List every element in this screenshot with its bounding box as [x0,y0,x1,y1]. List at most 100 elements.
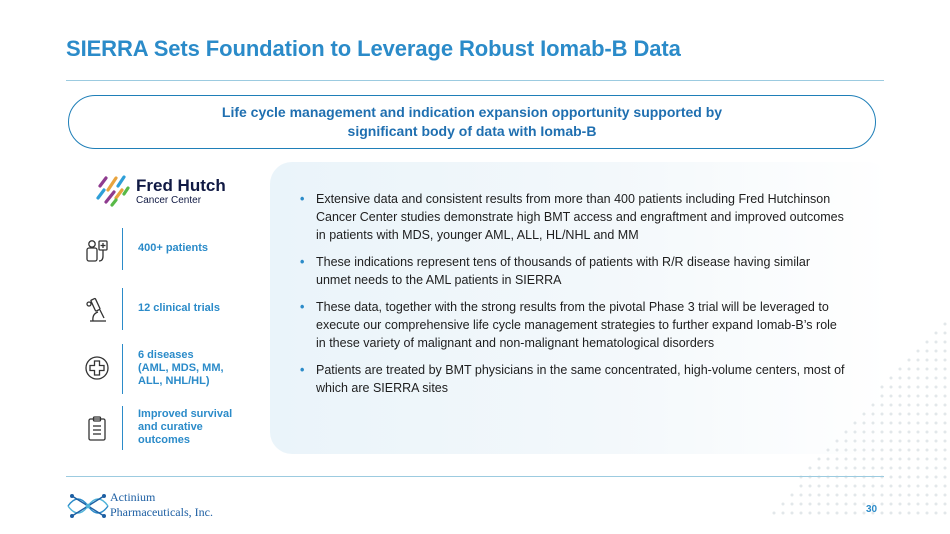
decorative-dot [808,502,812,506]
decorative-dot [925,421,929,425]
title-divider [66,80,884,81]
slide-title: SIERRA Sets Foundation to Leverage Robus… [66,36,681,61]
decorative-dot [934,367,938,371]
decorative-dot [853,466,857,470]
decorative-dot [925,457,929,461]
stat-outcomes: Improved survival and curative outcomes [84,406,264,450]
decorative-dot [853,439,857,443]
decorative-dot [934,484,938,488]
decorative-dot [916,376,920,380]
decorative-dot [916,385,920,389]
decorative-dot [916,349,920,353]
decorative-dot [862,484,866,488]
decorative-dot [925,430,929,434]
callout-text: Life cycle management and indication exp… [222,103,722,141]
bullet-item: Extensive data and consistent results fr… [298,190,848,244]
decorative-dot [862,448,866,452]
decorative-dot [871,466,875,470]
decorative-dot [925,484,929,488]
decorative-dot [880,421,884,425]
decorative-dot [925,448,929,452]
decorative-dot [880,412,884,416]
decorative-dot [898,376,902,380]
patients-icon [86,240,108,262]
decorative-dot [880,484,884,488]
decorative-dot [871,448,875,452]
decorative-dot [898,457,902,461]
decorative-dot [826,457,830,461]
fred-hutch-mark-icon [96,175,130,207]
decorative-dot [925,403,929,407]
decorative-dot [880,502,884,506]
decorative-dot [853,430,857,434]
decorative-dot [880,430,884,434]
decorative-dot [925,502,929,506]
decorative-dot [925,349,929,353]
decorative-dot [853,511,857,515]
decorative-dot [925,493,929,497]
decorative-dot [898,367,902,371]
decorative-dot [889,376,893,380]
decorative-dot [907,376,911,380]
decorative-dot [898,502,902,506]
decorative-dot [826,511,830,515]
decorative-dot [862,430,866,434]
decorative-dot [907,484,911,488]
decorative-dot [934,331,938,335]
decorative-dot [790,493,794,497]
decorative-dot [826,502,830,506]
microscope-icon [86,297,106,322]
decorative-dot [916,403,920,407]
decorative-dot [835,502,839,506]
decorative-dot [898,385,902,389]
decorative-dot [844,511,848,515]
decorative-dot [826,448,830,452]
decorative-dot [943,376,947,380]
decorative-dot [925,511,929,515]
decorative-dot [925,340,929,344]
decorative-dot [916,457,920,461]
decorative-dot [862,466,866,470]
decorative-dot [853,493,857,497]
decorative-dot [871,484,875,488]
decorative-dot [898,403,902,407]
decorative-dot [835,511,839,515]
decorative-dot [907,457,911,461]
decorative-dot [835,448,839,452]
decorative-dot [907,412,911,416]
decorative-dot [808,493,812,497]
decorative-dot [844,502,848,506]
decorative-dot [844,430,848,434]
decorative-dot [943,394,947,398]
decorative-dot [772,511,776,515]
decorative-dot [889,475,893,479]
decorative-dot [898,421,902,425]
decorative-dot [898,493,902,497]
decorative-dot [907,430,911,434]
decorative-dot [862,457,866,461]
decorative-dot [898,430,902,434]
decorative-dot [889,511,893,515]
decorative-dot [934,385,938,389]
decorative-dot [898,475,902,479]
decorative-dot [934,340,938,344]
decorative-dot [925,412,929,416]
decorative-dot [916,412,920,416]
decorative-dot [889,466,893,470]
decorative-dot [889,385,893,389]
decorative-dot [889,403,893,407]
decorative-dot [934,475,938,479]
decorative-dot [925,376,929,380]
decorative-dot [907,439,911,443]
decorative-dot [844,484,848,488]
decorative-dot [916,484,920,488]
decorative-dot [916,511,920,515]
decorative-dot [871,430,875,434]
decorative-dot [943,385,947,389]
decorative-dot [943,403,947,407]
decorative-dot [934,421,938,425]
callout-box: Life cycle management and indication exp… [68,95,876,149]
decorative-dot [916,367,920,371]
decorative-dot [925,439,929,443]
decorative-dot [835,484,839,488]
